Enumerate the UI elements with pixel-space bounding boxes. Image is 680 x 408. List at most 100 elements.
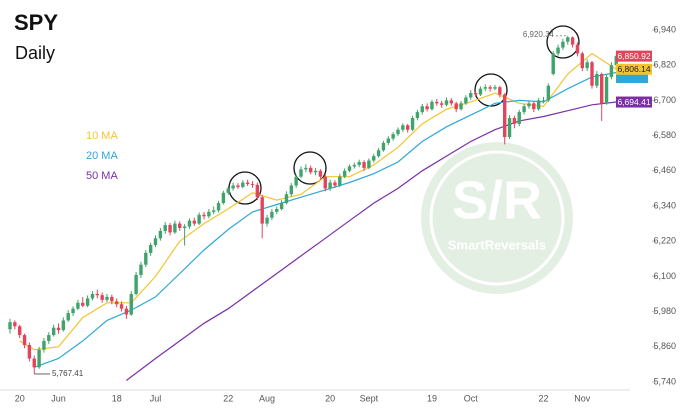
candle-body [221,192,226,204]
ma-line [126,101,617,381]
watermark-ring [429,150,565,286]
x-tick-label: Sept [360,393,379,403]
candle-body [478,88,483,95]
candle-body [391,134,395,139]
candle-body [318,170,323,177]
candle-body [245,182,250,184]
y-tick-label: 5,980 [653,306,676,316]
annotation-label: 6,920.34 [523,30,555,39]
candle-body [600,74,604,104]
x-tick-label: Jul [150,393,162,403]
candle-body [590,62,594,86]
candle-body [342,170,347,177]
candle-body [546,85,551,101]
candle-body [464,97,468,104]
candle-body [105,296,109,300]
candle-body [27,345,32,359]
candle-body [275,208,279,212]
y-tick-label: 6,820 [653,60,676,70]
candle-body [313,170,318,173]
candle-body [415,112,420,118]
price-label-box [616,96,652,108]
candle-body [236,185,240,187]
candle-body [580,53,584,69]
candle-body [459,103,463,110]
candle-body [139,264,143,275]
candle-body [381,142,386,151]
candle-body [439,103,444,105]
candle-body [338,176,342,186]
x-tick-label: 22 [223,393,233,403]
y-tick-label: 5,860 [653,341,676,351]
y-tick-label: 6,700 [653,95,676,105]
price-label-box [616,74,648,83]
candle-body [396,129,400,135]
candle-body [357,162,361,165]
candle-body [473,93,478,95]
candle-body [527,103,531,107]
candle-body [575,44,580,54]
candle-body [22,335,27,346]
candle-body [153,238,158,246]
candle-body [401,125,405,130]
candle-body [425,106,429,110]
candle-body [503,94,507,138]
candle-body [255,184,260,198]
x-tick-label: 20 [325,393,335,403]
candle-body [536,100,541,110]
candle-body [386,138,390,143]
candle-body [81,302,85,306]
candle-body [202,214,206,217]
x-tick-label: Jun [51,393,66,403]
candle-body [178,223,182,228]
candle-body [8,322,12,330]
candle-body [250,184,255,185]
candle-body [595,74,599,86]
candle-body [309,167,313,173]
y-tick-label: 6,100 [653,271,676,281]
candle-body [124,308,129,315]
candle-body [410,118,415,130]
candle-body [512,118,517,124]
candle-body [532,103,536,110]
candle-body [61,320,66,331]
candle-body [541,100,546,102]
y-tick-label: 6,460 [653,165,676,175]
candle-body [570,37,575,45]
candle-body [469,93,473,98]
watermark-circle [421,142,573,294]
legend-entry: 50 MA [86,170,118,182]
candle-body [328,182,332,189]
candle-body [163,225,167,231]
x-tick-label: Oct [464,393,479,403]
y-tick-label: 6,580 [653,130,676,140]
candle-body [279,203,284,209]
candle-body [241,182,245,187]
resistance-circles [228,25,580,205]
y-tick-label: 6,940 [653,24,676,34]
candle-body [56,327,61,331]
candle-body [294,176,298,186]
chart-subtitle: Daily [15,43,55,63]
candle-body [265,217,269,224]
candle-body [609,65,614,77]
candle-body [498,87,502,95]
candle-body [435,101,439,104]
candle-body [134,274,138,294]
candle-body [18,326,22,336]
price-label-box [616,63,652,75]
candle-body [488,87,492,89]
price-label: 6,850.92 [617,51,650,61]
candle-body [420,106,424,113]
candle-body [561,41,565,48]
watermark: S/R SmartReversals [421,142,573,294]
candle-body [197,214,201,224]
x-tick-label: Aug [259,393,275,403]
annotation-label: 5,767.41 [52,369,84,378]
candle-body [372,156,376,161]
candle-body [304,167,308,170]
chart-title: SPY [14,10,58,35]
candle-body [454,103,458,110]
candle-body [449,100,454,104]
candle-body [483,87,487,89]
